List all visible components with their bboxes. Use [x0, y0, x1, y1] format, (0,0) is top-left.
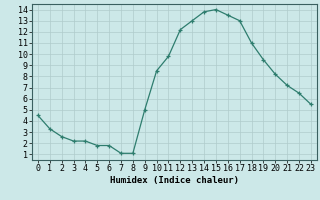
- X-axis label: Humidex (Indice chaleur): Humidex (Indice chaleur): [110, 176, 239, 185]
